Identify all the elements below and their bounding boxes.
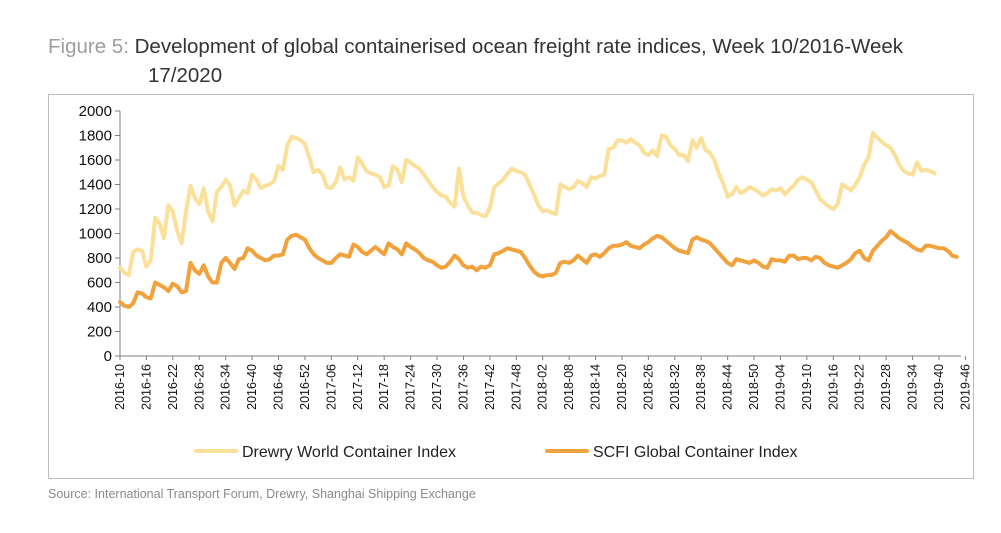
x-tick-label: 2019-10: [800, 364, 814, 410]
y-axis: 0 200 400 600 800 1000 1200 1400 1600 1800 2000: [79, 103, 121, 365]
x-tick-label: 2018-50: [747, 364, 761, 410]
x-axis: 2016-10 2016-16 2016-22 2016-28 2016-34 2016-…: [113, 355, 972, 410]
x-tick-label: 2016-40: [245, 364, 259, 410]
x-tick-label: 2019-16: [826, 364, 840, 410]
x-tick-label: 2018-44: [721, 364, 735, 410]
x-tick-label: 2017-36: [456, 364, 470, 410]
y-tick-label: 0: [104, 348, 112, 365]
y-tick-label: 400: [87, 299, 112, 316]
x-tick-label: 2016-22: [166, 364, 180, 410]
x-tick-label: 2016-16: [139, 364, 153, 410]
x-tick-label: 2017-30: [430, 364, 444, 410]
x-tick-label: 2017-42: [483, 364, 497, 410]
x-tick-label: 2016-46: [272, 364, 286, 410]
x-tick-label: 2017-48: [509, 364, 523, 410]
source-note: Source: International Transport Forum, D…: [48, 487, 476, 501]
x-tick-label: 2017-12: [351, 364, 365, 410]
series-lines: [118, 131, 959, 309]
x-tick-label: 2017-06: [324, 364, 338, 410]
x-tick-label: 2017-24: [404, 364, 418, 410]
x-tick-label: 2018-08: [562, 364, 576, 410]
scfi-series-line: [118, 229, 959, 309]
y-tick-label: 800: [87, 250, 112, 267]
y-tick-label: 200: [87, 324, 112, 341]
title-line-2: 17/2020: [148, 64, 223, 87]
x-tick-label: 2018-26: [641, 364, 655, 410]
x-tick-label: 2018-38: [694, 364, 708, 410]
y-tick-label: 1400: [79, 177, 112, 194]
y-tick-label: 600: [87, 275, 112, 292]
x-tick-label: 2018-14: [589, 364, 603, 410]
y-tick-label: 1600: [79, 152, 112, 169]
y-tick-label: 1200: [79, 201, 112, 218]
x-tick-label: 2019-40: [932, 364, 946, 410]
x-tick-label: 2016-28: [192, 364, 206, 410]
x-tick-label: 2016-52: [298, 364, 312, 410]
y-tick-label: 2000: [79, 103, 112, 120]
x-tick-label: 2019-46: [958, 364, 972, 410]
title-line-1: Development of global containerised ocea…: [134, 35, 904, 58]
y-tick-label: 1800: [79, 128, 112, 145]
x-tick-label: 2016-10: [113, 364, 127, 410]
x-tick-label: 2019-34: [906, 364, 920, 410]
drewry-series-line: [118, 131, 937, 278]
x-tick-label: 2018-20: [615, 364, 629, 410]
x-tick-label: 2016-34: [219, 364, 233, 410]
x-tick-label: 2018-02: [536, 364, 550, 410]
y-tick-label: 1000: [79, 226, 112, 243]
x-tick-label: 2019-28: [879, 364, 893, 410]
chart-frame: 0 200 400 600 800 1000 1200 1400 1600 1800 2000 20…: [48, 94, 974, 479]
x-tick-label: 2019-22: [853, 364, 867, 410]
legend: Drewry World Container Index SCFI Global …: [194, 444, 798, 461]
legend-label-scfi: SCFI Global Container Index: [593, 444, 798, 461]
line-chart: 0 200 400 600 800 1000 1200 1400 1600 1800 2000 20…: [79, 103, 973, 461]
figure-title: Figure 5: Development of global containe…: [48, 32, 978, 90]
x-tick-label: 2019-04: [773, 364, 787, 410]
x-tick-label: 2018-32: [668, 364, 682, 410]
legend-label-drewry: Drewry World Container Index: [242, 444, 456, 461]
x-tick-label: 2017-18: [377, 364, 391, 410]
figure-label: Figure 5:: [48, 35, 135, 58]
